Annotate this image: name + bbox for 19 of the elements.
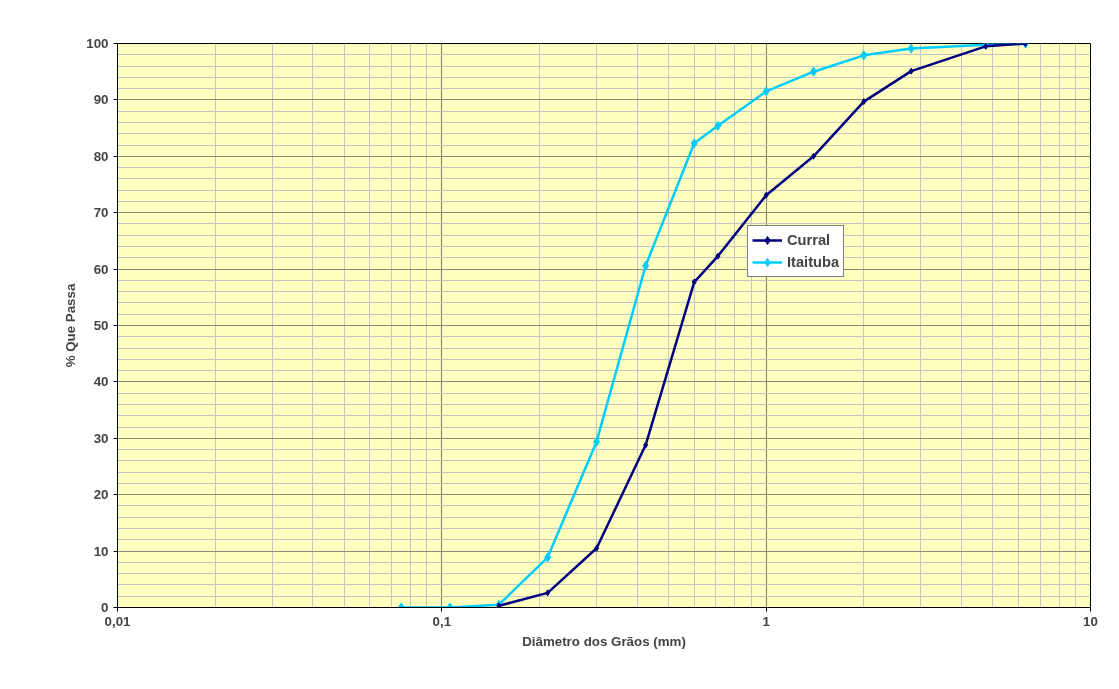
legend-label: Itaituba [787, 254, 840, 270]
x-tick-label: 1 [762, 613, 771, 629]
y-tick-label: 90 [93, 92, 109, 108]
y-tick-label: 70 [93, 205, 109, 221]
y-tick-label: 60 [93, 261, 109, 277]
x-tick-label: 0,01 [104, 613, 132, 629]
y-tick-label: 40 [93, 374, 109, 390]
y-tick-label: 80 [93, 148, 109, 164]
y-tick-label: 20 [93, 487, 109, 503]
y-tick-label: 0 [101, 600, 109, 615]
y-axis-title: % Que Passa [63, 283, 79, 368]
x-tick-label: 10 [1083, 613, 1098, 629]
y-tick-label: 30 [93, 430, 109, 446]
y-tick-label: 50 [93, 318, 109, 333]
x-tick-label: 0,1 [432, 613, 452, 629]
y-tick-label: 10 [93, 543, 109, 559]
x-axis-title: Diâmetro dos Grãos (mm) [522, 633, 686, 649]
legend-label: Curral [787, 232, 831, 248]
y-tick-label: 100 [86, 36, 109, 51]
